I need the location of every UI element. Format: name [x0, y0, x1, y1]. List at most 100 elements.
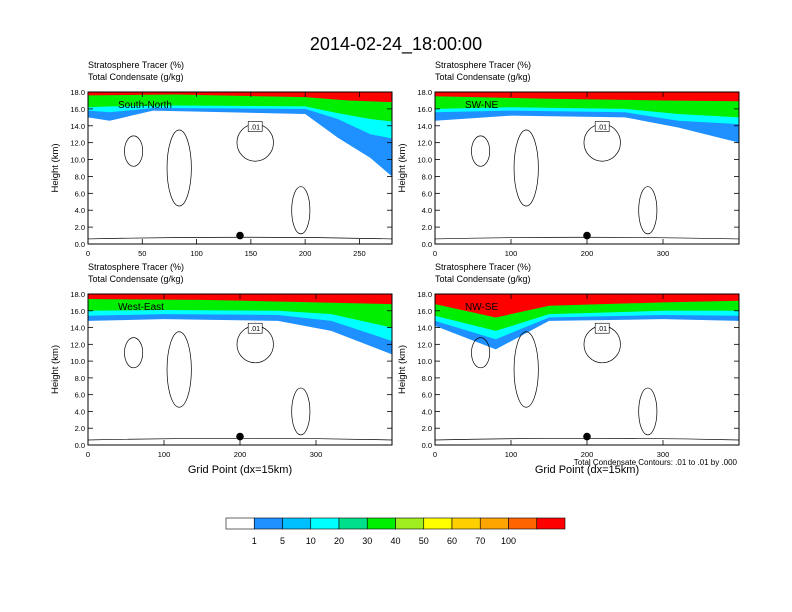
colorbar-swatch [508, 517, 538, 530]
contour-label-box [594, 322, 610, 334]
y-tick-label: 0.0 [75, 240, 85, 249]
x-tick-label: 100 [190, 249, 203, 258]
location-marker [236, 432, 244, 441]
x-tick-label: 250 [353, 249, 366, 258]
y-tick-label: 6.0 [422, 391, 432, 400]
colorbar-swatch [479, 517, 509, 530]
y-tick-label: 16.0 [70, 307, 85, 316]
colorbar-label: 1 [252, 536, 257, 546]
panel-title-line: Total Condensate (g/kg) [88, 72, 184, 82]
y-tick-label: 12.0 [70, 139, 85, 148]
y-tick-label: 14.0 [70, 122, 85, 131]
condensate-contour [124, 337, 144, 369]
y-tick-label: 4.0 [422, 407, 432, 416]
condensate-contour [124, 135, 144, 167]
contour-label: .01 [597, 326, 607, 333]
x-tick-label: 300 [657, 249, 670, 258]
panel-west-east: .01 West-East 0.0 2.0 4.0 6.0 8.0 10.0 12.0 14.0 1… [50, 262, 393, 476]
x-tick-label: 0 [433, 249, 437, 258]
y-tick-label: 4.0 [75, 206, 85, 215]
x-tick-label: 100 [505, 249, 518, 258]
x-axis-label: Grid Point (dx=15km) [535, 464, 639, 476]
y-tick-label: 14.0 [70, 324, 85, 333]
plot-area: .01 [88, 294, 392, 445]
x-tick-label: 50 [138, 249, 146, 258]
y-tick-label: 2.0 [75, 424, 85, 433]
tracer-band-100 [435, 294, 739, 318]
plot-area: .01 [88, 92, 392, 244]
tracer-band-100 [88, 92, 392, 103]
location-marker [236, 231, 244, 240]
contour-footnote: Total Condensate Contours: .01 to .01 by… [574, 458, 738, 467]
colorbar-label: 20 [334, 536, 344, 546]
y-tick-label: 6.0 [75, 391, 85, 400]
y-tick-label: 12.0 [70, 340, 85, 349]
y-tick-label: 2.0 [422, 223, 432, 232]
y-tick-label: 18.0 [70, 290, 85, 299]
x-axis-label: Grid Point (dx=15km) [188, 464, 292, 476]
y-axis-label: Height (km) [50, 345, 61, 394]
condensate-contour [166, 331, 192, 408]
y-axis-label: Height (km) [397, 345, 408, 394]
colorbar-swatch [310, 517, 340, 530]
plot-area: .01 [435, 92, 739, 244]
panel-title-line: Stratosphere Tracer (%) [435, 60, 531, 70]
panel-title-line: Total Condensate (g/kg) [435, 274, 531, 284]
condensate-contour [471, 135, 491, 167]
x-tick-label: 200 [581, 450, 594, 459]
x-tick-label: 300 [657, 450, 670, 459]
panel-title-line: Stratosphere Tracer (%) [88, 262, 184, 272]
panel-title-line: Total Condensate (g/kg) [88, 274, 184, 284]
y-tick-label: 18.0 [417, 88, 432, 97]
y-tick-label: 16.0 [70, 105, 85, 114]
contour-label-box [247, 322, 263, 334]
x-tick-label: 0 [433, 450, 437, 459]
y-axis-label: Height (km) [397, 143, 408, 192]
y-tick-label: 2.0 [422, 424, 432, 433]
plot-area: .01 [435, 294, 739, 445]
x-tick-label: 200 [581, 249, 594, 258]
x-tick-label: 100 [505, 450, 518, 459]
location-marker [583, 231, 591, 240]
condensate-contour [291, 387, 311, 436]
contour-label: .01 [597, 124, 607, 131]
y-tick-label: 10.0 [417, 357, 432, 366]
section-label: South-North [118, 100, 172, 111]
panel-title-line: Stratosphere Tracer (%) [88, 60, 184, 70]
y-tick-label: 4.0 [75, 407, 85, 416]
panel-nw-se: .01 NW-SE 0.0 2.0 4.0 6.0 8.0 10.0 12.0 14.0 16.0 1… [397, 262, 740, 476]
condensate-contour [638, 186, 658, 235]
y-tick-label: 14.0 [417, 324, 432, 333]
condensate-contour [513, 331, 539, 408]
y-tick-label: 6.0 [75, 189, 85, 198]
panel-south-north: .01 South-North 0.0 2.0 4.0 6.0 8.0 10.0 12.0 14.… [50, 60, 393, 258]
y-tick-label: 2.0 [75, 223, 85, 232]
condensate-contour [638, 387, 658, 436]
y-tick-label: 0.0 [422, 240, 432, 249]
colorbar-swatch [395, 517, 425, 530]
y-tick-label: 16.0 [417, 307, 432, 316]
condensate-contour [166, 129, 192, 207]
panel-title-line: Total Condensate (g/kg) [435, 72, 531, 82]
section-label: SW-NE [465, 100, 498, 111]
condensate-contour [513, 129, 539, 207]
y-tick-label: 10.0 [70, 357, 85, 366]
y-tick-label: 18.0 [417, 290, 432, 299]
colorbar-swatch [366, 517, 396, 530]
section-label: NW-SE [465, 302, 498, 313]
figure-title: 2014-02-24_18:00:00 [310, 34, 482, 55]
colorbar-label: 30 [362, 536, 372, 546]
y-tick-label: 4.0 [422, 206, 432, 215]
y-tick-label: 0.0 [422, 441, 432, 450]
colorbar-swatch [536, 517, 566, 530]
condensate-contour [291, 186, 311, 235]
panels-group: .01 South-North 0.0 2.0 4.0 6.0 8.0 10.0 12.0 14.… [50, 60, 740, 476]
y-tick-label: 10.0 [70, 156, 85, 165]
y-tick-label: 18.0 [70, 88, 85, 97]
colorbar-label: 50 [419, 536, 429, 546]
y-tick-label: 12.0 [417, 340, 432, 349]
y-tick-label: 14.0 [417, 122, 432, 131]
x-tick-label: 150 [245, 249, 258, 258]
colorbar-label: 40 [390, 536, 400, 546]
tracer-band-1 [88, 92, 392, 177]
